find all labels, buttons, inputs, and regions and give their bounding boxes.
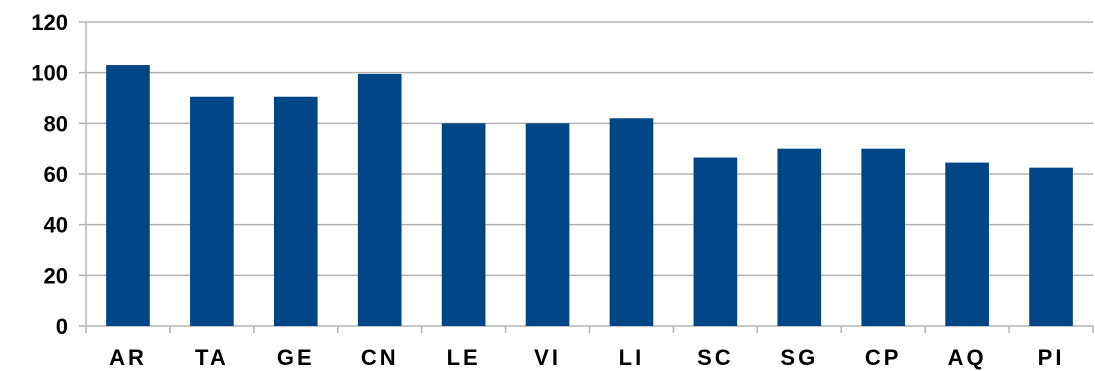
x-tick-labels: AR TA GE CN LE VI LI SC SG CP AQ PI [109,345,1065,370]
x-tick-label-AR: AR [109,345,147,370]
x-tick-label-SC: SC [697,345,734,370]
x-tick-label-SG: SG [780,345,818,370]
bar-CN [357,73,402,326]
y-tick-labels: 0 20 40 60 80 100 120 [31,10,68,339]
bar-AQ [945,162,989,326]
y-tick-label-60: 60 [44,162,68,187]
y-tick-label-40: 40 [44,213,68,238]
bar-VI [525,123,570,326]
x-tick-label-LI: LI [619,345,645,370]
y-tick-label-100: 100 [31,61,68,86]
bar-TA [190,96,234,326]
bar-CP [861,148,906,326]
y-tick-label-20: 20 [44,263,68,288]
bar-SC [693,157,738,326]
gridlines [86,21,1093,327]
x-tick-label-CN: CN [361,345,399,370]
y-tick-label-0: 0 [56,314,68,339]
x-tick-label-AQ: AQ [948,345,987,370]
bar-AR [106,65,150,327]
bar-LI [609,118,654,327]
bars [106,65,1073,327]
x-tick-label-CP: CP [865,345,902,370]
bar-SG [777,148,822,326]
x-tick-label-PI: PI [1038,345,1065,370]
x-tick-label-TA: TA [195,345,229,370]
bar-PI [1029,167,1073,326]
y-tick-label-120: 120 [31,10,68,35]
y-tick-label-80: 80 [44,111,68,136]
x-tick-label-LE: LE [447,345,481,370]
x-tick-label-GE: GE [277,345,315,370]
bar-GE [273,96,318,326]
axes [79,21,1094,333]
x-tick-label-VI: VI [534,345,561,370]
bar-LE [441,123,486,326]
